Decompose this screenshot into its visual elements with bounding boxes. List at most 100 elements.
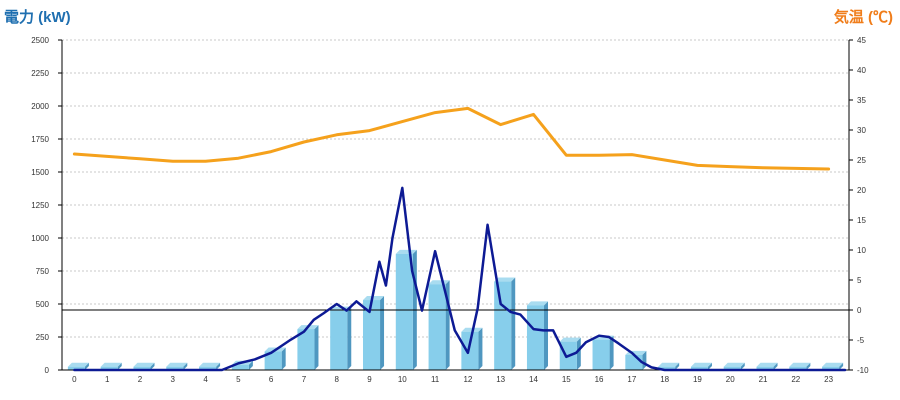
power-line [73,186,847,372]
bar-side [380,296,385,370]
bar-front [264,351,282,370]
x-tick-label: 2 [138,375,143,384]
bar-side [478,327,483,370]
bar [330,306,352,370]
bar-side [216,362,221,370]
x-tick-label: 20 [726,375,735,384]
bar-front [166,366,184,370]
bar [133,362,155,370]
left-tick-label: 1250 [31,201,49,210]
x-tick-label: 6 [269,375,274,384]
right-tick-label: 15 [857,216,866,225]
x-tick-label: 19 [693,375,702,384]
x-tick-label: 16 [595,375,604,384]
bar-front [330,310,348,370]
bar [494,277,516,370]
right-tick-label: 10 [857,246,866,255]
bar-top [395,249,417,254]
left-tick-label: 1000 [31,234,49,243]
bar [362,296,385,370]
x-tick-label: 4 [203,375,208,384]
bar [789,362,811,370]
right-tick-label: 40 [857,66,866,75]
bar-top [658,362,680,367]
x-tick-label: 15 [562,375,571,384]
bar-front [494,281,512,370]
bar-front [592,339,610,370]
left-tick-label: 750 [36,267,50,276]
bar-side [740,362,745,370]
left-axis-title: 電力 (kW) [4,8,71,26]
bar-front [297,329,315,370]
bar-front [362,300,381,370]
x-tick-label: 23 [824,375,833,384]
bar-top [67,362,89,367]
left-tick-label: 500 [36,300,50,309]
x-tick-label: 9 [367,375,372,384]
bar-side [511,277,516,370]
bar-top [690,362,712,367]
right-tick-label: 30 [857,126,866,135]
x-tick-label: 0 [72,375,77,384]
bar [100,362,122,370]
bar-front [789,366,807,370]
bar-front [231,364,249,370]
bar [166,362,188,370]
bar-side [806,362,811,370]
bar-front [133,366,151,370]
left-tick-label: 250 [36,333,50,342]
bar-side [707,362,712,370]
left-tick-label: 0 [45,366,50,375]
right-axis-title: 気温 (℃) [834,8,893,26]
bar-front [67,366,85,370]
axes: 02505007501000125015001750200022502500-1… [31,36,869,384]
x-tick-label: 3 [171,375,176,384]
x-tick-label: 14 [529,375,538,384]
x-tick-label: 11 [431,375,440,384]
bar [526,301,549,370]
bar-side [675,362,680,370]
bar [559,337,581,370]
bar-front [526,305,545,370]
x-tick-label: 1 [105,375,110,384]
bar-front [690,366,708,370]
right-tick-label: -5 [857,336,865,345]
bar [199,362,221,370]
x-tick-label: 5 [236,375,241,384]
bar [658,362,680,370]
temperature-series [72,106,831,171]
bar-side [347,306,352,370]
x-tick-label: 18 [660,375,669,384]
bar-top [133,362,155,367]
bar-side [314,325,319,370]
x-tick-label: 21 [759,375,768,384]
right-tick-label: 0 [857,306,862,315]
bar-side [248,360,253,370]
bar [690,362,712,370]
left-tick-label: 2500 [31,36,49,45]
bar-side [84,362,89,370]
bar-top [199,362,221,367]
right-tick-label: 45 [857,36,866,45]
bar [67,362,89,370]
bar [592,335,614,370]
bar-side [183,362,188,370]
bar-top [166,362,188,367]
bar-top [822,362,844,367]
bar-front [199,366,217,370]
x-tick-label: 17 [627,375,636,384]
bar-front [100,366,118,370]
right-tick-label: 20 [857,186,866,195]
bar-side [576,337,581,370]
bar-front [461,331,479,370]
bar-top [789,362,811,367]
bar-top [494,277,516,282]
bar [756,362,778,370]
bar-side [117,362,122,370]
left-tick-label: 1500 [31,168,49,177]
bar [822,362,844,370]
x-tick-label: 8 [335,375,340,384]
bar [461,327,483,370]
bar-top [559,337,581,342]
x-tick-label: 22 [791,375,800,384]
